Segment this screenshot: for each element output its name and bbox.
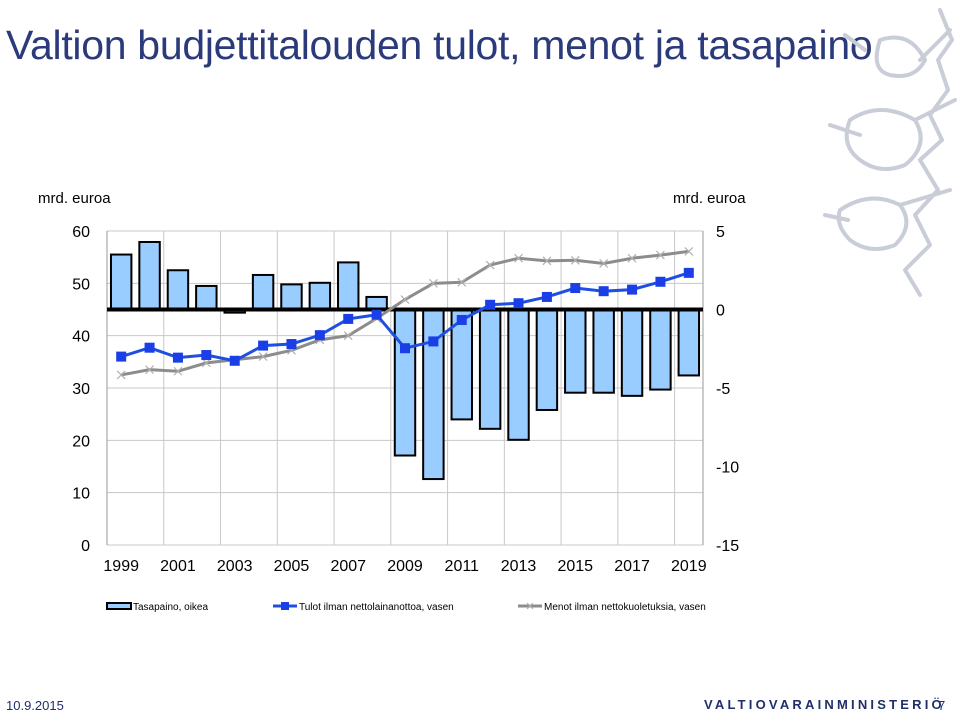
revenue-point bbox=[343, 313, 354, 324]
expenditure-point bbox=[173, 366, 183, 376]
x-tick-label: 2017 bbox=[614, 558, 650, 575]
balance-bar bbox=[308, 281, 332, 311]
right-tick-label: 5 bbox=[716, 224, 725, 241]
left-axis-unit: mrd. euroa bbox=[38, 190, 111, 207]
revenue-point bbox=[428, 336, 439, 347]
left-tick-label: 20 bbox=[72, 433, 90, 450]
balance-bar bbox=[507, 308, 530, 441]
left-tick-label: 30 bbox=[72, 381, 90, 398]
balance-bar bbox=[564, 308, 587, 394]
page-number: 7 bbox=[938, 698, 946, 713]
right-tick-label: -5 bbox=[716, 381, 730, 398]
balance-bar bbox=[280, 283, 303, 311]
right-tick-label: -15 bbox=[716, 538, 739, 555]
revenue-point bbox=[286, 339, 297, 350]
expenditure-point bbox=[428, 278, 438, 288]
legend-swatch-balance bbox=[106, 602, 132, 610]
lion-crest-watermark bbox=[823, 8, 957, 297]
revenue-point bbox=[201, 350, 212, 361]
revenue-point bbox=[598, 286, 609, 297]
balance-bar bbox=[535, 308, 559, 411]
balance-bar bbox=[620, 308, 644, 397]
revenue-line bbox=[116, 267, 694, 366]
left-axis-ticks: 0 10 20 30 40 50 60 bbox=[72, 224, 90, 555]
expenditure-point bbox=[599, 259, 609, 268]
balance-bar bbox=[195, 284, 218, 311]
x-tick-label: 2019 bbox=[671, 558, 707, 575]
revenue-point bbox=[627, 284, 638, 295]
revenue-point bbox=[144, 342, 155, 353]
expenditure-point bbox=[145, 365, 154, 375]
revenue-point bbox=[485, 299, 496, 310]
right-tick-label: -10 bbox=[716, 460, 739, 477]
legend-label: Tasapaino, oikea bbox=[133, 602, 208, 613]
right-tick-label: 0 bbox=[716, 303, 725, 320]
x-tick-label: 2007 bbox=[330, 558, 366, 575]
balance-bars bbox=[109, 240, 701, 481]
expenditure-point bbox=[514, 253, 523, 263]
revenue-point bbox=[655, 276, 666, 287]
left-tick-label: 50 bbox=[72, 276, 90, 293]
expenditure-point bbox=[684, 246, 694, 256]
expenditure-point bbox=[485, 260, 495, 270]
balance-bar bbox=[393, 308, 417, 457]
revenue-point bbox=[513, 298, 524, 309]
expenditure-point bbox=[258, 352, 268, 362]
legend: Tasapaino, oikea Tulot ilman nettolainano… bbox=[106, 602, 706, 613]
left-tick-label: 0 bbox=[81, 538, 90, 555]
x-tick-label: 2015 bbox=[557, 558, 593, 575]
expenditure-point bbox=[116, 370, 126, 380]
expenditure-point bbox=[542, 256, 552, 266]
revenue-point bbox=[229, 355, 240, 366]
x-tick-label: 2013 bbox=[501, 558, 537, 575]
revenue-point bbox=[314, 330, 325, 341]
revenue-point bbox=[570, 283, 581, 294]
right-axis-ticks: -15 -10 -5 0 5 bbox=[716, 224, 739, 555]
balance-bar bbox=[251, 273, 275, 311]
balance-bar bbox=[166, 269, 190, 311]
revenue-point bbox=[541, 291, 552, 302]
legend-label: Menot ilman nettokuoletuksia, vasen bbox=[544, 602, 706, 613]
revenue-point bbox=[258, 340, 269, 351]
revenue-point bbox=[683, 267, 694, 278]
revenue-point bbox=[456, 314, 467, 325]
expenditure-point bbox=[656, 250, 665, 260]
balance-bar bbox=[109, 253, 133, 311]
balance-bar bbox=[592, 308, 615, 394]
right-axis-unit: mrd. euroa bbox=[673, 190, 746, 207]
expenditure-point bbox=[201, 358, 211, 368]
footer-date: 10.9.2015 bbox=[6, 698, 64, 713]
x-axis-ticks: 1999 2001 2003 2005 2007 2009 2011 2013 2015 2017… bbox=[103, 558, 706, 575]
slide-title: Valtion budjettitalouden tulot, menot ja… bbox=[6, 22, 873, 68]
balance-bar bbox=[478, 308, 502, 430]
expenditure-point bbox=[627, 253, 637, 263]
legend-marker-expenditure bbox=[526, 602, 534, 610]
revenue-point bbox=[172, 352, 183, 363]
footer-ministry: VALTIOVARAINMINISTERIÖ bbox=[704, 697, 945, 712]
revenue-point bbox=[116, 351, 127, 362]
revenue-point bbox=[400, 343, 410, 354]
x-tick-label: 2001 bbox=[160, 558, 196, 575]
balance-bar bbox=[649, 308, 672, 391]
x-tick-label: 2005 bbox=[274, 558, 310, 575]
expenditure-point bbox=[457, 277, 467, 287]
x-tick-label: 2011 bbox=[445, 558, 480, 575]
balance-bar bbox=[677, 308, 701, 377]
left-tick-label: 60 bbox=[72, 224, 90, 241]
revenue-point bbox=[371, 309, 382, 320]
expenditure-point bbox=[570, 255, 580, 265]
x-tick-label: 1999 bbox=[103, 558, 139, 575]
balance-bar bbox=[337, 261, 360, 311]
x-tick-label: 2009 bbox=[387, 558, 423, 575]
left-tick-label: 10 bbox=[72, 486, 90, 503]
left-tick-label: 40 bbox=[72, 329, 90, 346]
balance-bar bbox=[138, 240, 161, 311]
expenditure-point bbox=[400, 295, 410, 304]
legend-label: Tulot ilman nettolainanottoa, vasen bbox=[299, 602, 454, 613]
expenditure-point bbox=[343, 331, 353, 341]
legend-marker-revenue bbox=[281, 602, 289, 610]
x-tick-label: 2003 bbox=[217, 558, 253, 575]
